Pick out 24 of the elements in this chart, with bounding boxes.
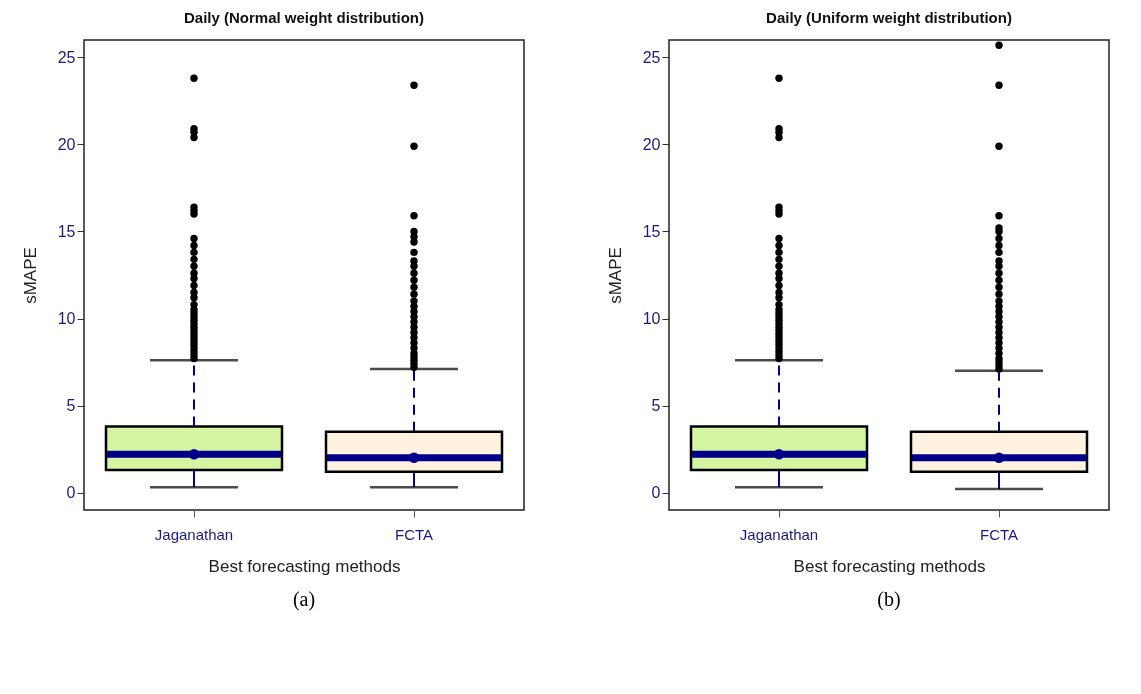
y-tick-label: 15 <box>642 222 661 240</box>
y-axis-title: sMAPE <box>20 247 40 304</box>
y-axis-title: sMAPE <box>605 247 625 304</box>
y-tick-label: 20 <box>57 135 76 153</box>
chart-title: Daily (Normal weight distribution) <box>183 9 425 26</box>
chart-title: Daily (Uniform weight distribution) <box>766 9 1012 26</box>
y-tick-label: 0 <box>66 484 76 502</box>
y-tick-label: 0 <box>651 484 661 502</box>
y-tick-label: 10 <box>57 310 76 328</box>
x-axis-title: Best forecasting methods <box>793 556 986 576</box>
y-tick-label: 25 <box>57 48 76 66</box>
y-tick-label: 10 <box>642 310 661 328</box>
x-tick-label: Jaganathan <box>154 525 234 543</box>
x-tick-label: FCTA <box>394 525 434 543</box>
x-tick-label: FCTA <box>979 525 1019 543</box>
x-axis-title: Best forecasting methods <box>208 556 401 576</box>
y-tick-label: 15 <box>57 222 76 240</box>
y-tick-label: 25 <box>642 48 661 66</box>
y-tick-label: 5 <box>651 397 661 415</box>
x-tick-label: Jaganathan <box>739 525 819 543</box>
text: (b) <box>877 588 901 611</box>
y-tick-label: 20 <box>642 135 661 153</box>
y-tick-label: 5 <box>66 397 76 415</box>
text: (a) <box>292 588 316 611</box>
